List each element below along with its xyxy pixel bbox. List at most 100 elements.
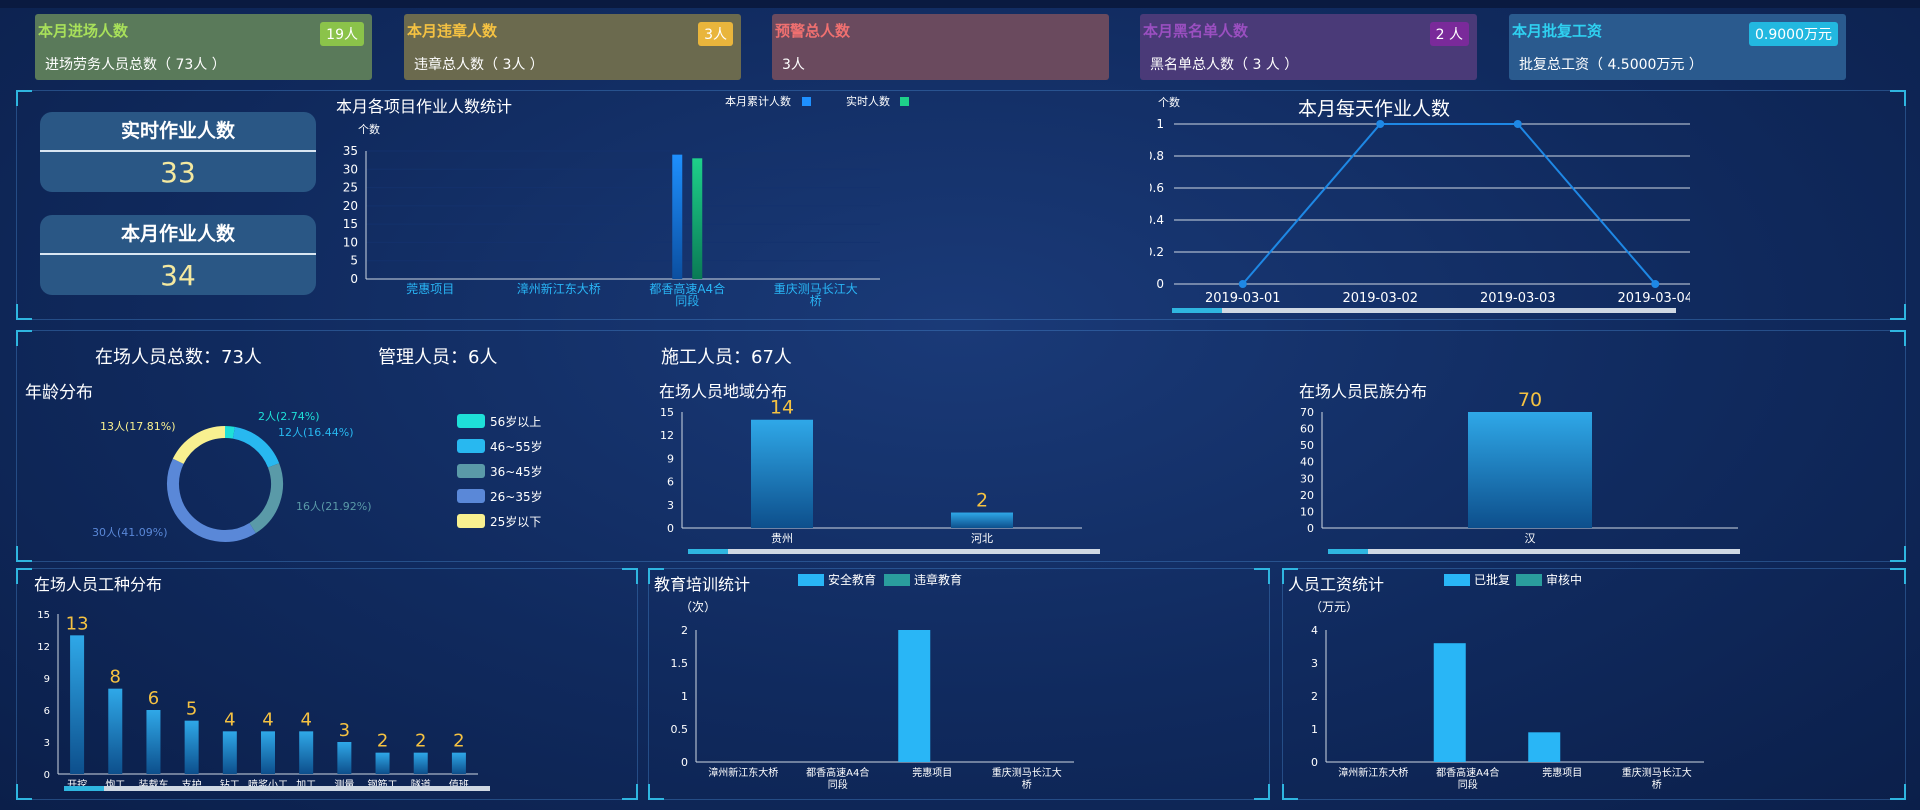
y-tick-label: 1.5 [671, 657, 689, 670]
card-badge: 0.9000万元 [1749, 22, 1838, 46]
x-tick-label: 2019-03-02 [1342, 291, 1418, 306]
salary-title: 人员工资统计 [1288, 575, 1385, 594]
legend-swatch [457, 464, 485, 478]
worktype-title: 在场人员工种分布 [34, 575, 163, 594]
y-tick-label: 6 [667, 476, 674, 489]
card-detail: 进场劳务人员总数（ 73人 ） [45, 57, 226, 73]
donut-data-label: 30人(41.09%) [92, 526, 168, 539]
region-bar-chart: 15 12 9 6 3 0 14 贵州 2 河北 [660, 397, 1100, 554]
bar-value-label: 3 [339, 720, 350, 741]
bar [337, 742, 352, 774]
zoom-handle [64, 786, 104, 791]
age-title: 年龄分布 [25, 383, 93, 403]
donut-data-label: 13人(17.81%) [100, 420, 176, 433]
donut-data-label: 16人(21.92%) [296, 500, 372, 513]
bar-value-label: 70 [1518, 389, 1542, 411]
bar [1468, 412, 1592, 528]
y-tick-label: 0 [681, 756, 688, 769]
legend-label: 违章教育 [914, 572, 962, 587]
x-category-label: 重庆测马长江大 [992, 766, 1062, 779]
donut-slice [249, 463, 283, 534]
legend-label: 46~55岁 [490, 439, 543, 454]
x-category-label: 同段 [828, 778, 848, 791]
y-unit-label: 个数 [1158, 96, 1180, 109]
legend-label: 安全教育 [828, 572, 876, 587]
x-category-label: 莞惠项目 [912, 766, 952, 779]
x-category-label: 都香高速A4合 [806, 766, 869, 779]
y-tick-label: 0 [1307, 522, 1314, 535]
project-chart-title: 本月各项目作业人数统计 [336, 97, 513, 116]
legend-swatch [1444, 574, 1470, 586]
bar [692, 158, 703, 279]
bar [184, 720, 199, 774]
bar-value-label: 2 [377, 731, 388, 752]
x-category-label: 同段 [1458, 778, 1478, 791]
data-point [1376, 120, 1385, 128]
y-tick-label: 3 [1311, 657, 1318, 670]
realtime-workers-box: 实时作业人数 33 [40, 112, 316, 192]
y-tick-label: 25 [343, 181, 358, 195]
card-title: 本月批复工资 [1512, 22, 1603, 40]
y-tick-label: 0 [667, 522, 674, 535]
y-tick-label: 1 [1311, 723, 1318, 736]
stat-card: 预警总人数 3人 [772, 14, 1109, 80]
y-tick-label: 20 [1300, 489, 1314, 502]
legend-swatch [457, 414, 485, 428]
bar [108, 688, 123, 774]
legend-swatch [802, 97, 811, 106]
y-tick-label: 3 [44, 738, 50, 749]
total-personnel: 在场人员总数：73人 [95, 347, 262, 368]
zoom-track [1328, 549, 1740, 554]
realtime-workers-value: 33 [160, 156, 196, 189]
ethnic-bar-chart: 70 60 50 40 30 20 10 0 70 汉 [1300, 389, 1740, 554]
x-category-label: 莞惠项目 [406, 282, 454, 296]
training-title: 教育培训统计 [654, 575, 751, 594]
legend-swatch [798, 574, 824, 586]
y-tick-label: 12 [660, 429, 674, 442]
top-bar [0, 0, 1920, 8]
x-category-label: 河北 [971, 532, 993, 545]
x-tick-label: 2019-03-04 [1617, 291, 1690, 306]
bar-value-label: 6 [148, 688, 159, 709]
y-tick-label: 0.4 [1150, 213, 1164, 227]
daily-line-chart: 个数 1 0.8 0.6 0.4 0.2 0 2019-03-01 2019-03-02 2019… [1150, 96, 1690, 313]
bar-value-label: 14 [770, 397, 794, 419]
legend-swatch [1516, 574, 1542, 586]
bar-value-label: 4 [224, 709, 235, 730]
donut-slice [224, 426, 235, 439]
bar [951, 512, 1013, 528]
zoom-handle [688, 549, 728, 554]
y-tick-label: 60 [1300, 423, 1314, 436]
legend-label: 审核中 [1546, 572, 1582, 587]
management-personnel: 管理人员：6人 [378, 347, 498, 368]
bar-value-label: 4 [262, 709, 273, 730]
y-tick-label: 9 [44, 674, 50, 685]
x-category-label: 漳州新江东大桥 [517, 281, 601, 296]
x-category-label: 都香高速A4合 [1436, 766, 1499, 779]
y-tick-label: 35 [343, 144, 358, 158]
x-category-label: 桥 [810, 294, 822, 308]
y-tick-label: 12 [37, 642, 50, 653]
age-donut-chart: 2人(2.74%) 12人(16.44%) 16人(21.92%) 30人(41.09… [92, 410, 543, 542]
legend-label: 实时人数 [846, 95, 890, 108]
y-tick-label: 3 [667, 499, 674, 512]
y-tick-label: 15 [37, 610, 50, 621]
y-tick-label: 4 [1311, 624, 1318, 637]
ethnic-title: 在场人员民族分布 [1299, 382, 1428, 401]
bar [299, 731, 314, 774]
y-tick-label: 0 [44, 770, 50, 781]
monthly-workers-box: 本月作业人数 34 [40, 215, 316, 295]
y-tick-label: 20 [343, 199, 358, 213]
y-tick-label: 2 [681, 624, 688, 637]
bar [70, 635, 85, 774]
x-category-label: 都香高速A4合 [649, 281, 725, 296]
bar [146, 710, 161, 774]
y-tick-label: 1 [1156, 117, 1164, 131]
y-tick-label: 0 [350, 272, 358, 286]
x-category-label: 重庆测马长江大 [774, 282, 858, 296]
zoom-track [64, 786, 490, 791]
project-panel [16, 90, 1906, 320]
zoom-handle [1172, 308, 1222, 313]
